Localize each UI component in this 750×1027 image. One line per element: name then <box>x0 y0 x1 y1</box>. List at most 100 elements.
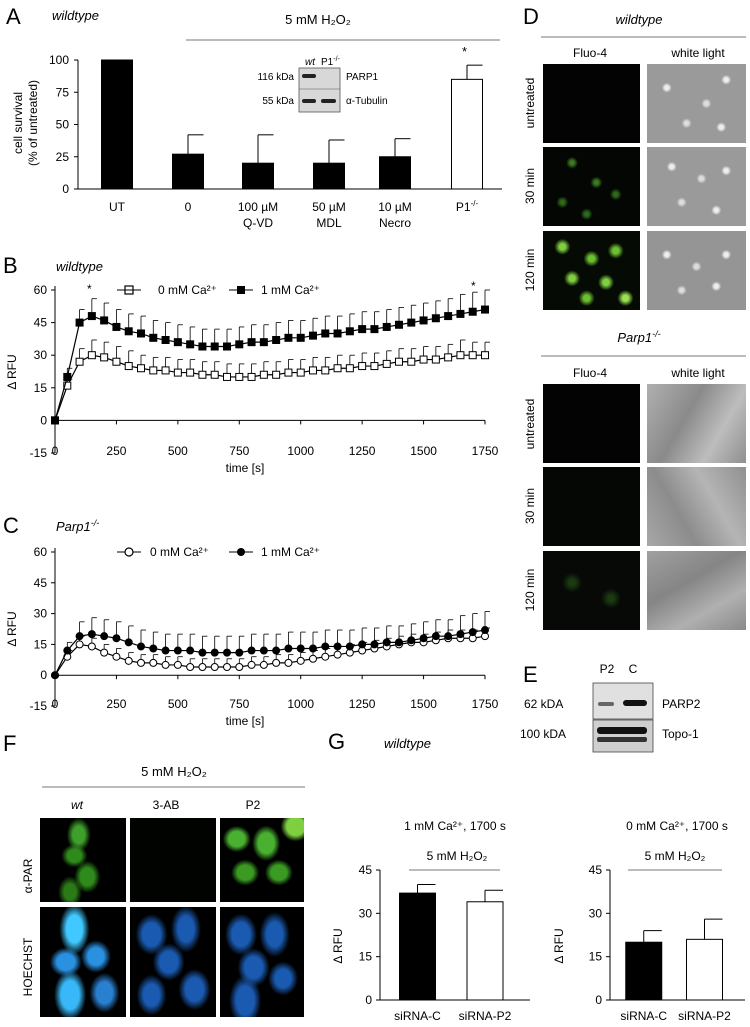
panel-d-col-white-wt: white light <box>670 46 725 60</box>
panel-c-xlabel: time [s] <box>226 714 265 728</box>
panel-c-point <box>431 632 440 641</box>
panel-c-point <box>382 638 391 647</box>
panel-b-point <box>321 329 330 338</box>
panel-b-ytick-label: 60 <box>34 283 48 297</box>
panel-b-point <box>173 368 182 377</box>
panel-g-right-treatment: 5 mM H₂O₂ <box>645 849 706 863</box>
panel-c-point <box>333 642 342 651</box>
panel-b-point <box>431 314 440 323</box>
panel-a-genotype: wildtype <box>52 8 99 23</box>
panel-d-row-wt-0: untreated <box>523 78 537 129</box>
band-parp2-c <box>623 700 647 706</box>
panel-e-blot-topo1 <box>592 719 654 753</box>
panel-a-xlabel: 50 µM <box>312 200 346 214</box>
inset-band-parp1-wt <box>302 74 316 78</box>
panel-b-point <box>456 351 465 360</box>
panel-c-point <box>161 646 170 655</box>
inset-lane-p1: P1-/- <box>321 56 341 68</box>
panel-a-xlabel: 10 µM <box>378 200 412 214</box>
panel-c-ytick-label: 15 <box>34 637 48 651</box>
panel-c-point <box>395 638 403 647</box>
legend-c-label-0: 0 mM Ca²⁺ <box>150 545 209 559</box>
panel-e-lane-p2: P2 <box>600 662 615 676</box>
panel-c-point <box>198 662 207 671</box>
panel-c-point <box>51 671 59 680</box>
panel-c-point <box>112 634 121 643</box>
micrograph-wt-fluo-30min <box>543 147 640 226</box>
panel-g-left-treatment: 5 mM H₂O₂ <box>427 849 488 863</box>
panel-b-star-1: * <box>87 282 92 296</box>
panel-c-ytick-label: 60 <box>34 545 48 559</box>
panel-b-point <box>198 342 207 351</box>
panel-c-point <box>407 636 416 645</box>
panel-b-xtick-label: 1750 <box>472 444 499 458</box>
panel-g-left-ytick-label: 30 <box>359 906 373 920</box>
panel-b-point <box>468 307 477 316</box>
inset-band-tubulin-ko <box>321 99 336 103</box>
panel-b-point <box>100 353 109 362</box>
panel-b-point <box>284 368 293 377</box>
panel-b-point <box>272 335 281 344</box>
panel-g-left-chart: 0 15 30 45 siRNA-C siRNA-P2 <box>359 863 530 1023</box>
panel-c-point <box>235 648 244 657</box>
panel-c-point <box>468 628 477 637</box>
panel-c-point <box>296 656 305 665</box>
panel-c-point <box>284 644 293 653</box>
panel-g-right-ytick-label: 15 <box>589 950 603 964</box>
panel-b-point <box>137 364 145 373</box>
panel-b-point <box>112 322 121 331</box>
panel-g-left-ytick-label: 0 <box>365 993 372 1007</box>
panel-a-xlabel: 100 µM <box>238 200 278 214</box>
panel-b-ytick-label: 15 <box>34 381 48 395</box>
panel-b-point <box>223 372 231 381</box>
panel-c-xtick-label: 1250 <box>349 697 376 711</box>
panel-b: B wildtype Δ RFU time [s] -15 0 15 30 45 60 0 2… <box>3 253 499 475</box>
panel-b-point <box>370 325 379 334</box>
panel-b-xtick-label: 1000 <box>287 444 314 458</box>
panel-c-point <box>149 658 158 667</box>
panel-a-xlabel-2: MDL <box>316 216 342 230</box>
panel-b-point <box>223 342 231 351</box>
panel-a-ylabel-2: (% of untreated) <box>26 80 40 166</box>
panel-a-bar <box>172 153 204 190</box>
panel-c-point <box>259 646 268 655</box>
panel-a-treatment: 5 mM H₂O₂ <box>285 12 351 27</box>
panel-c-point <box>87 630 96 639</box>
panel-a-inset-blot: wt P1-/- 116 kDa 55 kDa PARP1 α-Tubulin <box>257 56 388 113</box>
panel-b-point <box>456 309 465 318</box>
panel-b-point <box>444 353 453 362</box>
panel-b-point <box>124 362 133 371</box>
panel-b-point <box>210 342 219 351</box>
panel-f-treatment: 5 mM H₂O₂ <box>141 764 207 779</box>
panel-letter-b: B <box>3 253 18 278</box>
panel-c-ytick-label: 30 <box>34 607 48 621</box>
legend-c-marker-0 <box>124 547 134 557</box>
panel-c-point <box>173 646 182 655</box>
panel-b-point <box>51 416 59 425</box>
inset-lane-wt: wt <box>305 57 316 68</box>
panel-b-ytick-label: 45 <box>34 316 48 330</box>
panel-c-point <box>161 660 170 669</box>
panel-b-xtick-label: 1250 <box>349 444 376 458</box>
panel-a-bar <box>313 162 345 190</box>
panel-a-ytick-label: 0 <box>62 182 69 196</box>
panel-c-ytick-label: 0 <box>40 668 47 682</box>
panel-b-xlabel: time [s] <box>226 461 265 475</box>
panel-b-point <box>149 333 158 342</box>
panel-g-right-xlabel: siRNA-P2 <box>678 1009 731 1023</box>
panel-b-point <box>137 329 145 338</box>
panel-d-row-ko-0: untreated <box>523 399 537 450</box>
panel-c-point <box>247 660 256 669</box>
panel-b-point <box>419 355 428 364</box>
panel-c-point <box>444 632 453 641</box>
panel-b-point <box>75 357 84 366</box>
inset-size-2: 55 kDa <box>262 96 294 107</box>
panel-d-row-wt-1: 30 min <box>523 168 537 204</box>
panel-d-row-ko-2: 120 min <box>523 569 537 612</box>
panel-c-ytick-label: -15 <box>30 699 48 713</box>
panel-a-bar <box>242 162 274 190</box>
panel-b-point <box>382 359 391 368</box>
panel-f-col-3ab: 3-AB <box>153 798 180 812</box>
panel-b-point <box>431 355 440 364</box>
